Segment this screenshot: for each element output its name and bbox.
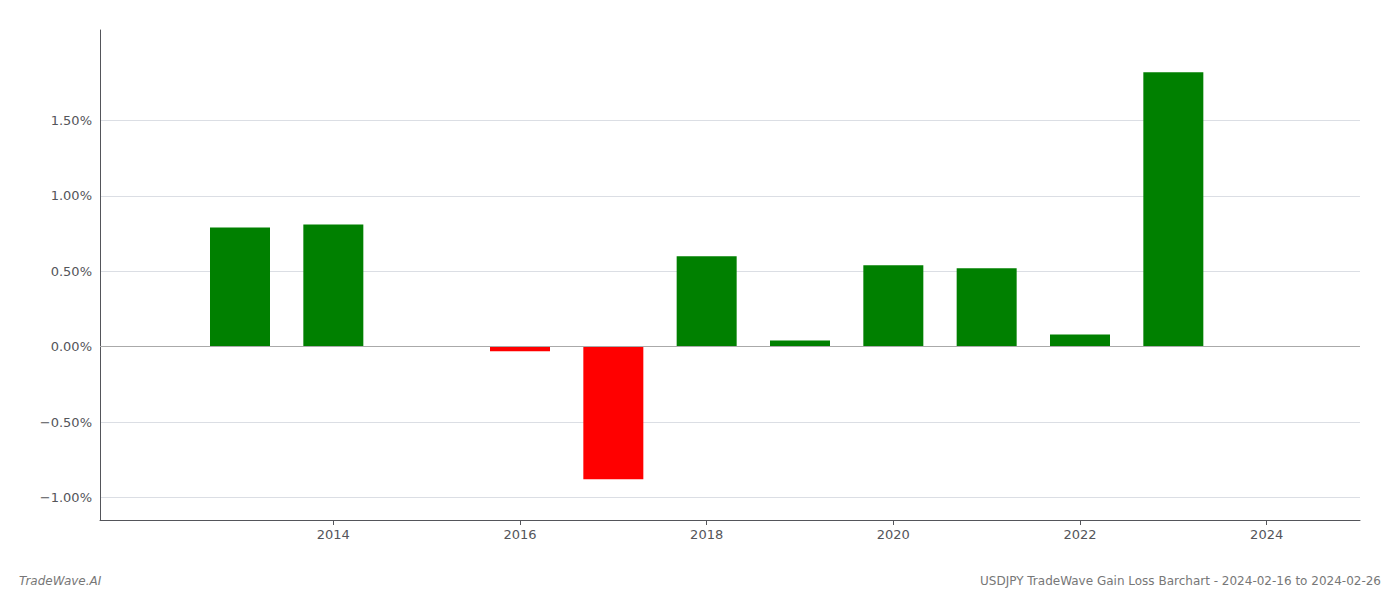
svg-text:TradeWave.AI: TradeWave.AI <box>19 574 102 588</box>
svg-text:1.00%: 1.00% <box>51 188 92 203</box>
svg-text:−0.50%: −0.50% <box>40 415 92 430</box>
svg-text:2022: 2022 <box>1063 527 1096 542</box>
svg-text:2020: 2020 <box>877 527 910 542</box>
svg-text:2018: 2018 <box>690 527 723 542</box>
svg-text:1.50%: 1.50% <box>51 113 92 128</box>
svg-text:2014: 2014 <box>317 527 350 542</box>
svg-text:2024: 2024 <box>1250 527 1283 542</box>
svg-text:0.50%: 0.50% <box>51 264 92 279</box>
svg-text:2016: 2016 <box>503 527 536 542</box>
svg-text:0.00%: 0.00% <box>51 339 92 354</box>
svg-text:USDJPY TradeWave Gain Loss Bar: USDJPY TradeWave Gain Loss Barchart - 20… <box>980 574 1381 588</box>
svg-text:−1.00%: −1.00% <box>40 490 92 505</box>
